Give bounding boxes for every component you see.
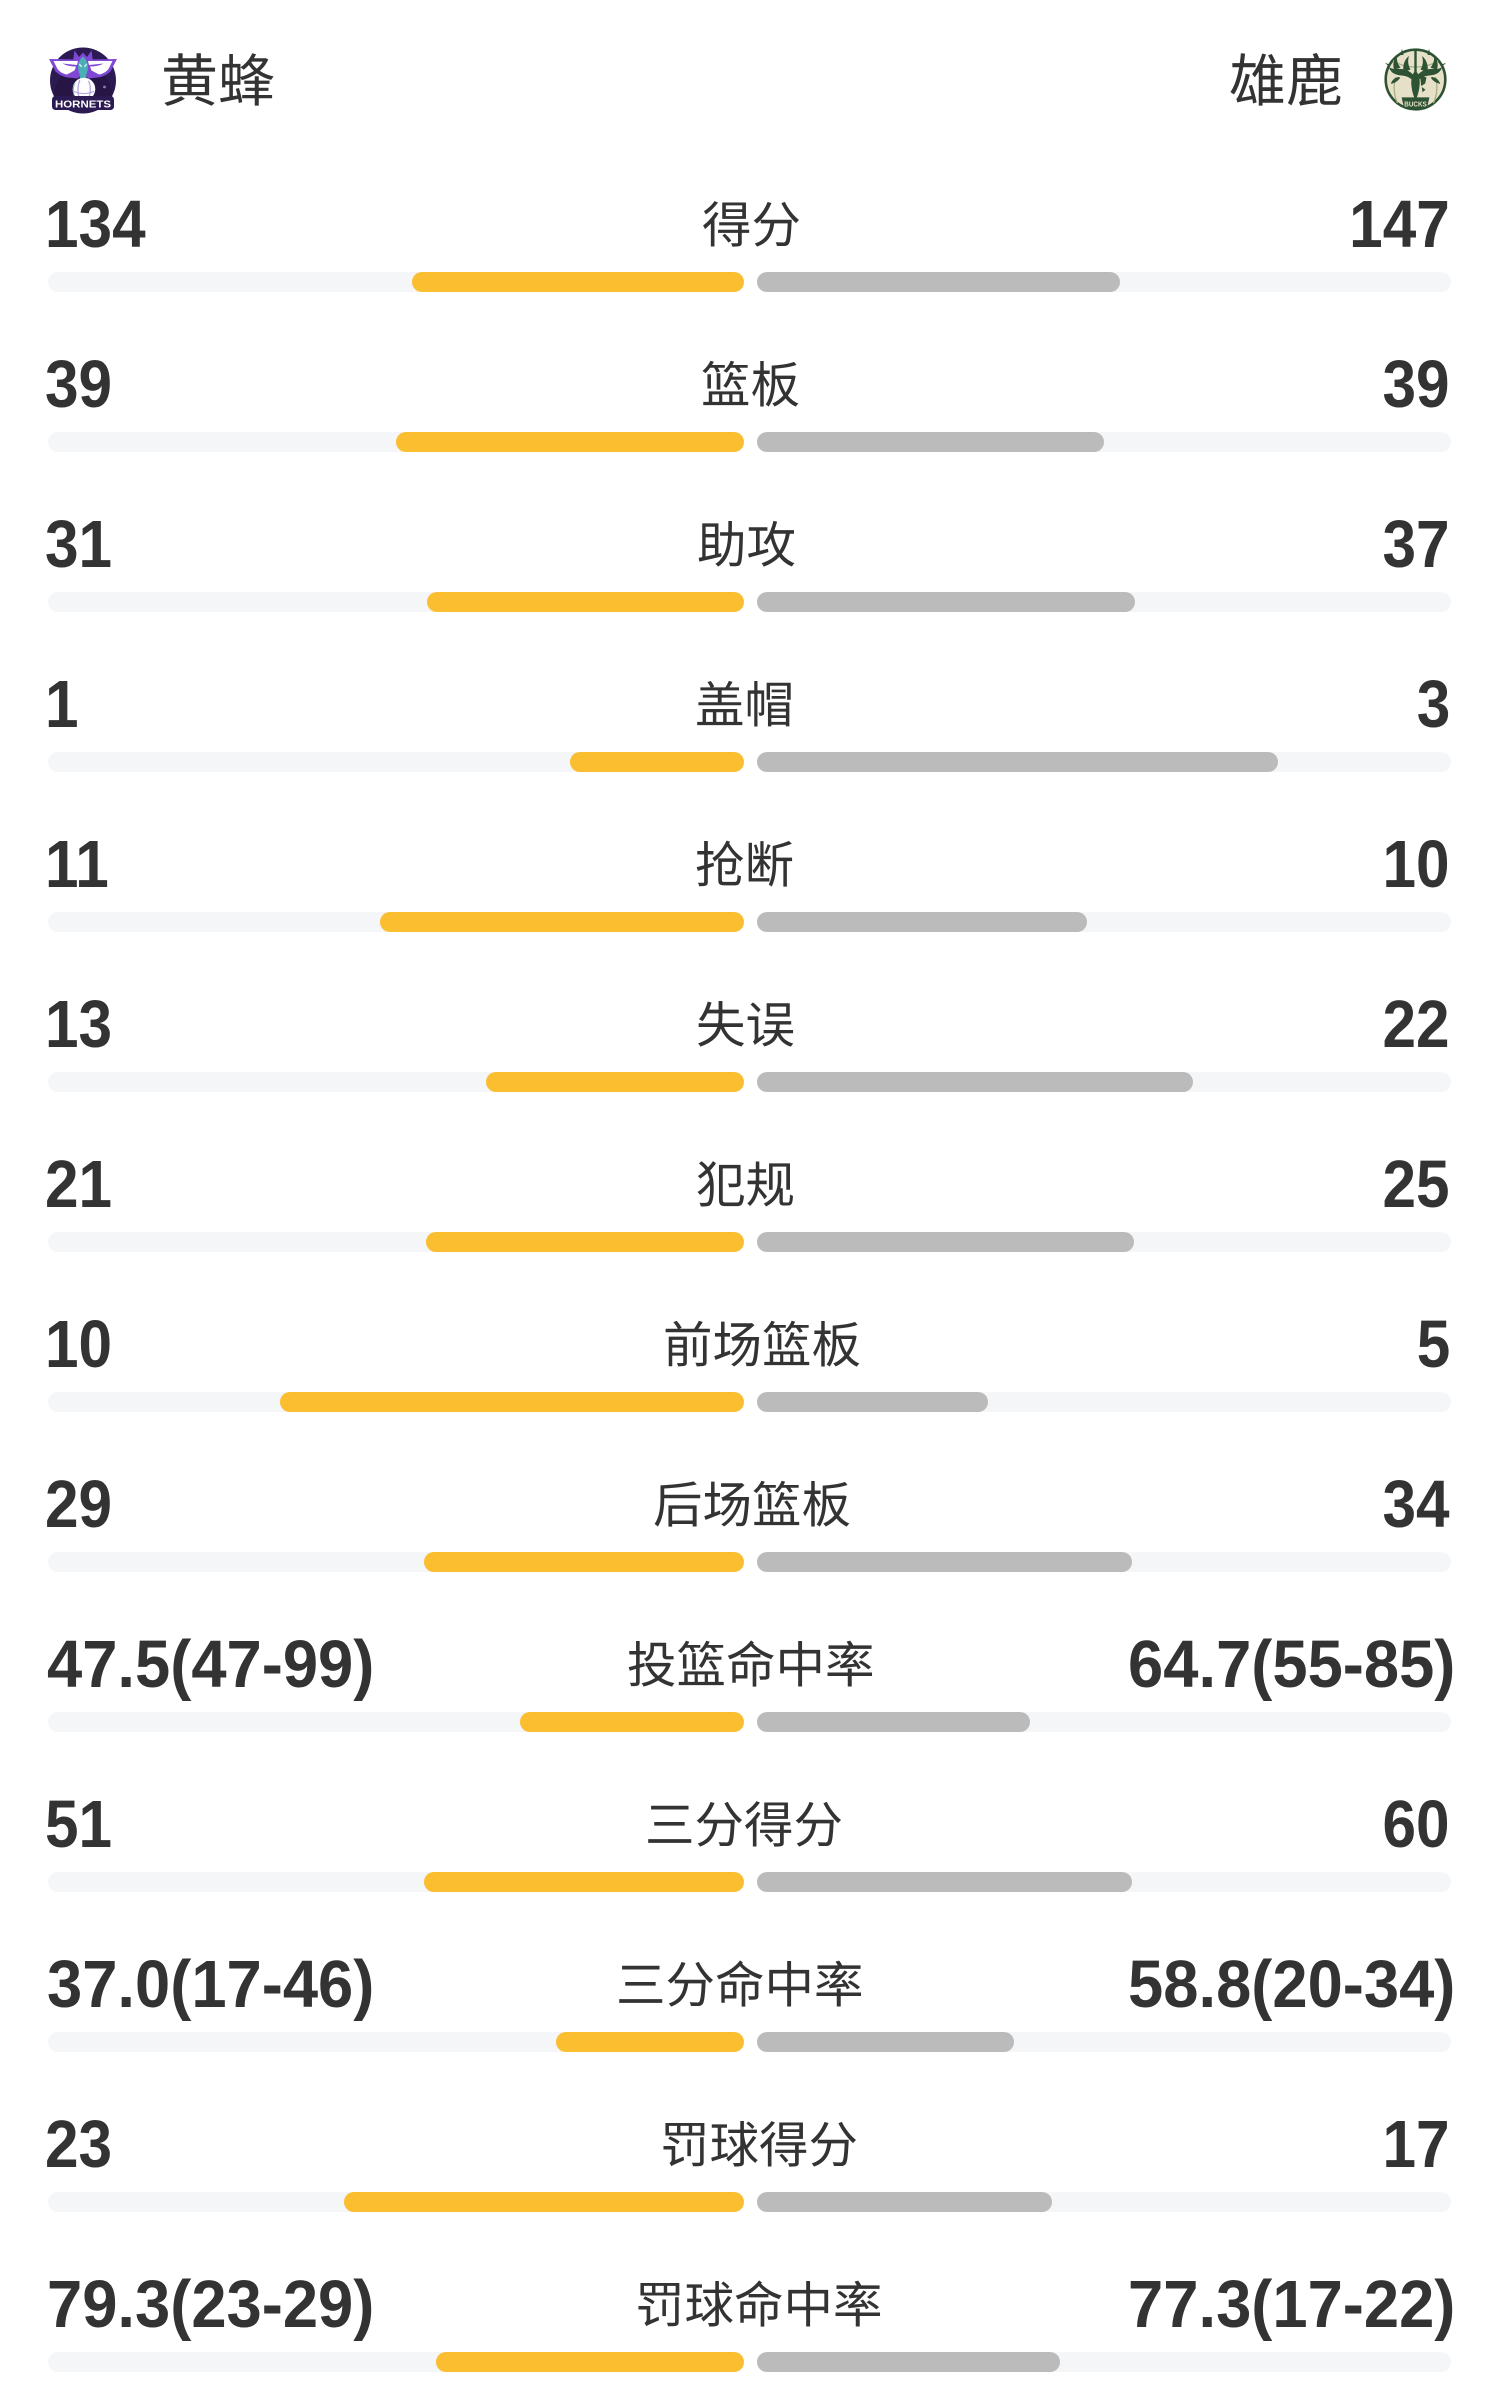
svg-text:BUCKS: BUCKS <box>1404 100 1427 109</box>
svg-text:HORNETS: HORNETS <box>55 99 111 110</box>
